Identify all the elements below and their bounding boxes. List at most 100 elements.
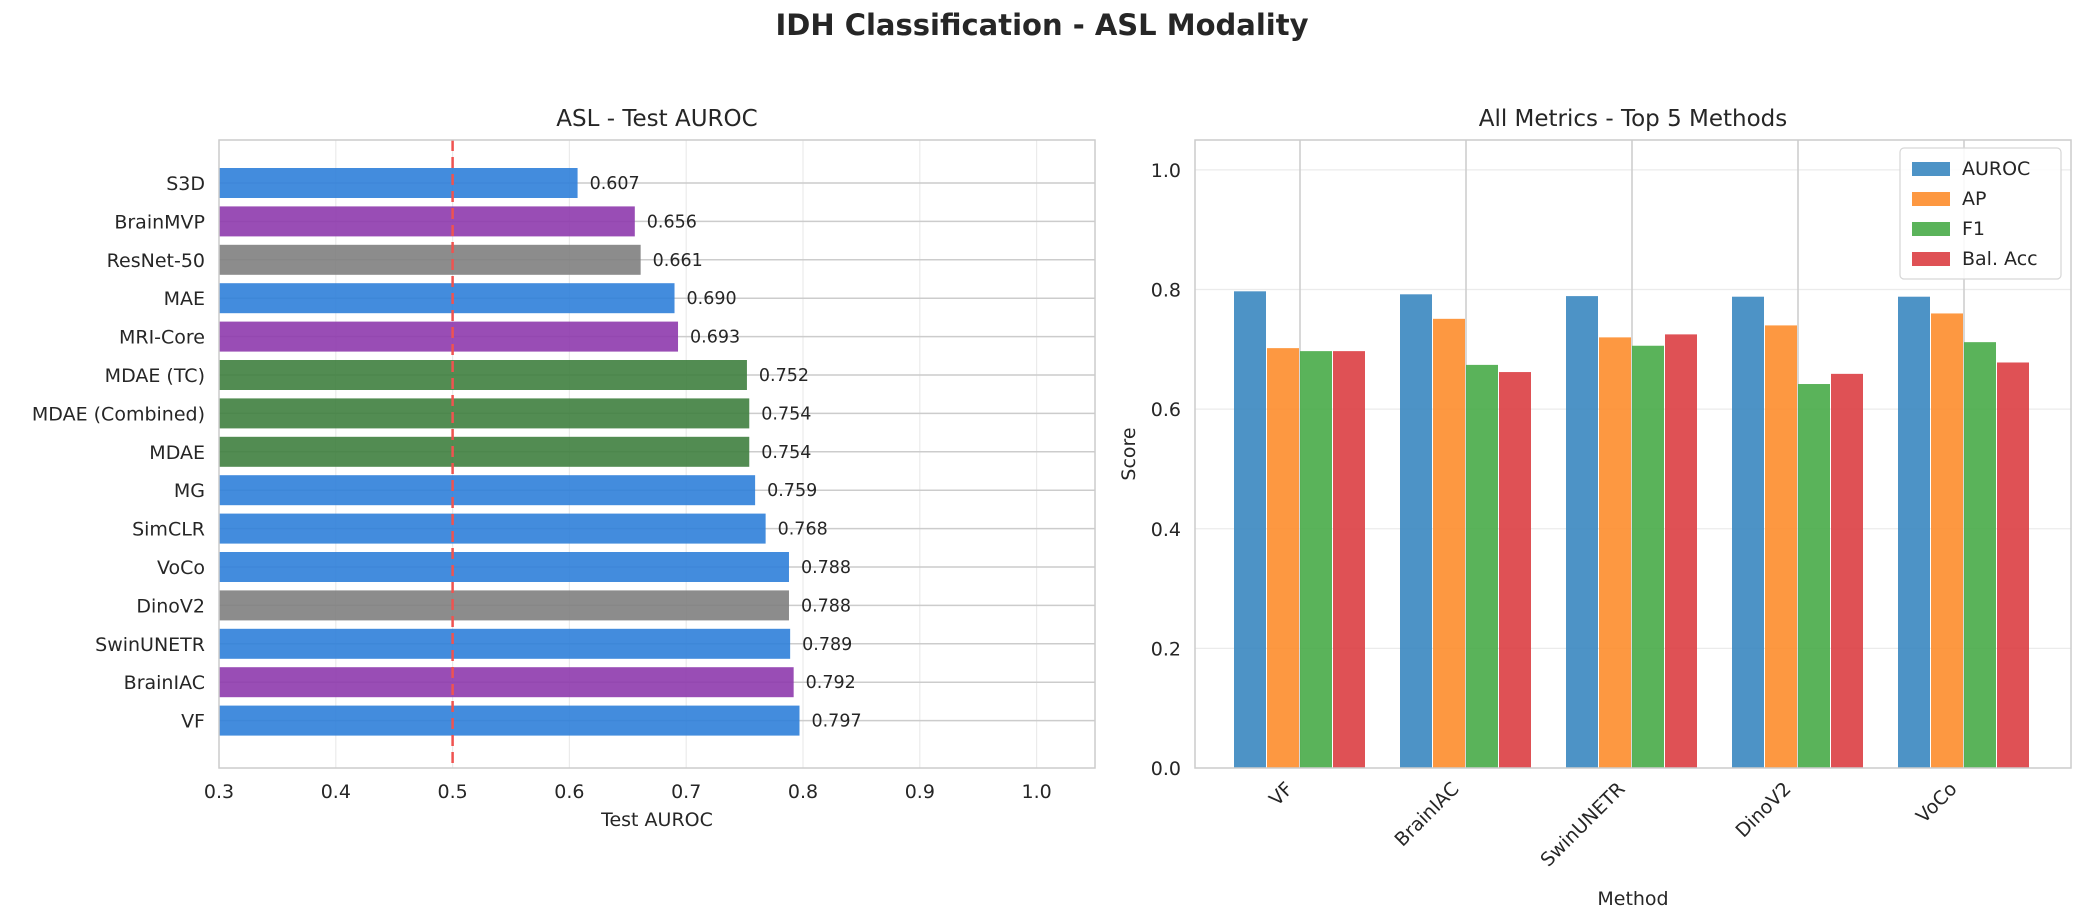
bar-ap (1599, 337, 1631, 768)
bar-dinov2 (219, 590, 789, 621)
bar-ap (1433, 318, 1465, 768)
y-tick-label: MRI-Core (119, 327, 205, 349)
figure-title: IDH Classification - ASL Modality (775, 8, 1309, 42)
y-axis-label: Score (1118, 427, 1140, 480)
y-tick-label: 0.2 (1151, 638, 1181, 660)
x-tick-label: 0.3 (204, 781, 234, 803)
bar-f1 (1632, 345, 1664, 768)
x-tick-label: DinoV2 (1731, 778, 1795, 842)
y-tick-label: BrainIAC (124, 672, 205, 694)
bar-ap (1931, 313, 1963, 768)
bar-mdae-tc- (219, 360, 747, 390)
value-label: 0.656 (647, 212, 697, 232)
bar-ap (1765, 325, 1797, 768)
bar-voco (219, 552, 789, 582)
legend-swatch (1912, 192, 1950, 206)
y-tick-label: SwinUNETR (95, 634, 205, 656)
value-label: 0.754 (761, 404, 811, 424)
bar-f1 (1300, 351, 1332, 768)
axes-frame (1194, 139, 2072, 769)
bar-resnet-50 (219, 244, 641, 275)
x-tick-label: 0.9 (905, 781, 935, 803)
y-tick-label: 0.4 (1151, 519, 1181, 541)
bar-mri-core (219, 321, 679, 352)
bar-ap (1267, 348, 1299, 768)
x-tick-label: VF (1265, 778, 1297, 810)
chart-title: ASL - Test AUROC (556, 106, 757, 132)
y-tick-label: MG (174, 480, 205, 502)
y-tick-label: MAE (164, 288, 205, 310)
x-axis-label: Method (1597, 888, 1668, 910)
legend-swatch (1912, 252, 1950, 266)
legend-label: AUROC (1962, 158, 2030, 180)
bar-s3d (219, 168, 578, 198)
y-tick-label: DinoV2 (136, 595, 205, 617)
bar-bal-acc (1665, 334, 1697, 768)
x-axis-label: Test AUROC (600, 809, 713, 831)
x-tick-label: 1.0 (1021, 781, 1051, 803)
bar-brainmvp (219, 206, 635, 237)
bar-brainiac (219, 667, 794, 698)
bar-f1 (1466, 364, 1498, 768)
bar-auroc (1234, 291, 1266, 768)
y-tick-label: MDAE (TC) (105, 365, 205, 387)
y-tick-label: 0.6 (1151, 399, 1181, 421)
bar-bal-acc (1997, 362, 2029, 768)
legend-label: AP (1962, 188, 1986, 210)
bar-bal-acc (1831, 373, 1863, 768)
bar-mdae (219, 436, 750, 467)
legend-swatch (1912, 222, 1950, 236)
y-tick-label: S3D (166, 173, 205, 195)
y-tick-label: VoCo (157, 557, 205, 579)
y-tick-label: 0.0 (1151, 758, 1181, 780)
value-label: 0.789 (802, 635, 852, 655)
legend-label: Bal. Acc (1962, 248, 2038, 270)
x-tick-label: 0.5 (437, 781, 467, 803)
x-tick-label: 0.6 (554, 781, 584, 803)
bar-auroc (1400, 294, 1432, 768)
axes-frame (218, 139, 1096, 769)
bar-bal-acc (1333, 351, 1365, 768)
x-tick-label: SwinUNETR (1536, 778, 1629, 871)
y-tick-label: BrainMVP (114, 211, 205, 233)
value-label: 0.768 (778, 520, 828, 540)
value-label: 0.759 (767, 481, 817, 501)
bar-auroc (1732, 296, 1764, 768)
value-label: 0.754 (761, 443, 811, 463)
y-tick-label: 1.0 (1151, 160, 1181, 182)
y-tick-label: MDAE (Combined) (32, 403, 205, 425)
x-tick-label: 0.7 (671, 781, 701, 803)
value-label: 0.693 (690, 328, 740, 348)
y-tick-label: MDAE (149, 442, 205, 464)
legend-label: F1 (1962, 218, 1985, 240)
bar-vf (219, 705, 800, 736)
y-tick-label: ResNet-50 (107, 250, 205, 272)
y-tick-label: VF (181, 711, 205, 733)
x-tick-label: 0.4 (321, 781, 351, 803)
x-tick-label: 0.8 (788, 781, 818, 803)
value-label: 0.690 (687, 289, 737, 309)
bar-mg (219, 475, 756, 506)
bar-mdae-combined- (219, 398, 750, 429)
bar-f1 (1798, 384, 1830, 768)
bar-f1 (1964, 342, 1996, 768)
value-label: 0.752 (759, 366, 809, 386)
legend-box (1899, 147, 2062, 280)
x-tick-label: VoCo (1912, 778, 1962, 828)
bar-auroc (1898, 296, 1930, 768)
bar-auroc (1566, 296, 1598, 768)
value-label: 0.607 (590, 174, 640, 194)
y-tick-label: 0.8 (1151, 280, 1181, 302)
value-label: 0.797 (811, 712, 861, 732)
value-label: 0.788 (801, 558, 851, 578)
bar-mae (219, 283, 675, 314)
value-label: 0.661 (653, 251, 703, 271)
bar-swinunetr (219, 628, 791, 659)
bar-bal-acc (1499, 372, 1531, 768)
value-label: 0.788 (801, 596, 851, 616)
legend-swatch (1912, 162, 1950, 176)
value-label: 0.792 (806, 673, 856, 693)
